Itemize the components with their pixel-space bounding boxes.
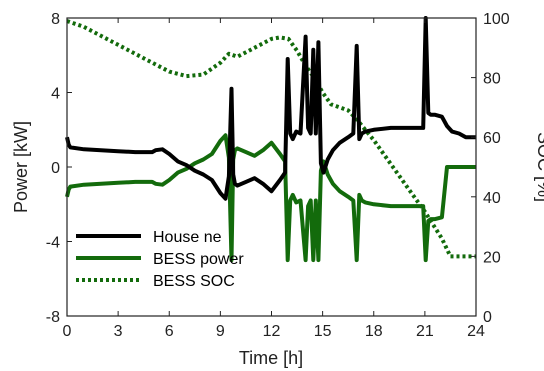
legend-label-bess-soc: BESS SOC [153,273,235,290]
x-tick-label: 15 [314,323,332,340]
x-tick-label: 3 [114,323,123,340]
y-right-tick-label: 20 [483,249,501,266]
series-line-bess-power [65,133,476,263]
y-left-tick-label: -4 [46,235,60,252]
y-right-tick-label: 60 [483,130,501,147]
y-right-tick-label: 0 [483,309,492,326]
y-left-axis-title: Power [kW] [11,121,31,213]
y-right-tick-label: 40 [483,190,501,207]
legend-label-bess-power: BESS power [153,251,244,268]
x-tick-label: 0 [63,323,72,340]
y-left-tick-label: -8 [46,309,60,326]
y-right-tick-label: 100 [483,11,510,28]
series-line-house-ne [65,16,476,201]
x-tick-label: 18 [365,323,383,340]
x-tick-label: 21 [416,323,434,340]
x-axis-title: Time [h] [239,348,303,368]
y-left-tick-label: 0 [51,160,60,177]
y-right-axis-title: SOC [%] [534,132,544,202]
y-left-tick-label: 4 [51,86,60,103]
x-tick-label: 6 [165,323,174,340]
legend: House ne BESS power BESS SOC [76,229,244,290]
series-line-bess-soc [66,19,476,259]
y-left-tick-label: 8 [51,11,60,28]
y-right-tick-label: 80 [483,71,501,88]
legend-label-house-net: House ne [153,229,222,246]
x-tick-label: 9 [216,323,225,340]
x-tick-label: 24 [467,323,485,340]
x-tick-label: 12 [263,323,281,340]
